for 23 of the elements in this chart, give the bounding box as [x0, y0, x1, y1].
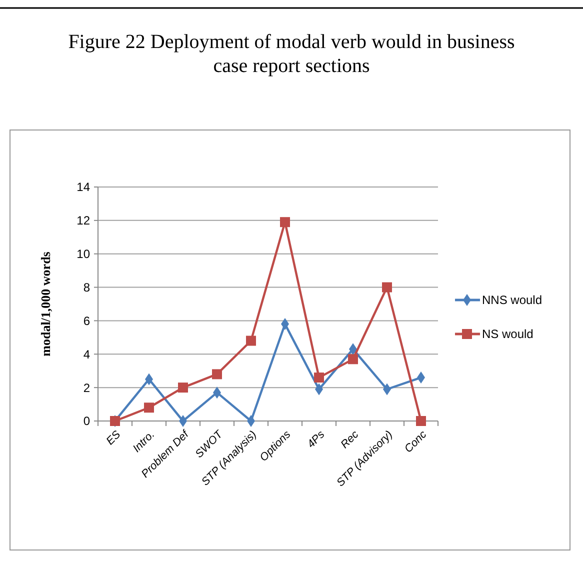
y-axis-title: modal/1,000 words — [38, 252, 53, 356]
x-tick-label: 4Ps — [305, 428, 328, 451]
point — [382, 282, 392, 292]
point — [246, 336, 256, 346]
point — [212, 369, 222, 380]
y-tick-label: 6 — [83, 314, 90, 328]
y-tick-label: 12 — [76, 214, 90, 228]
legend-label: NNS would — [482, 293, 542, 308]
y-tick-label: 0 — [83, 414, 90, 428]
point — [144, 402, 154, 413]
chart-title: Figure 22 Deployment of modal verb would in business case report sections — [68, 31, 516, 77]
y-tick-label: 2 — [83, 380, 90, 395]
y-tick-label: 8 — [83, 280, 90, 294]
y-tick-label: 4 — [83, 347, 90, 362]
point — [416, 416, 426, 426]
point — [314, 372, 324, 383]
x-tick-label: ES — [104, 428, 124, 448]
point — [348, 354, 358, 364]
y-tick-label: 14 — [76, 180, 90, 194]
point — [178, 382, 188, 393]
legend-label: NS would — [482, 327, 534, 342]
point — [280, 217, 290, 228]
y-tick-label: 10 — [76, 247, 90, 262]
